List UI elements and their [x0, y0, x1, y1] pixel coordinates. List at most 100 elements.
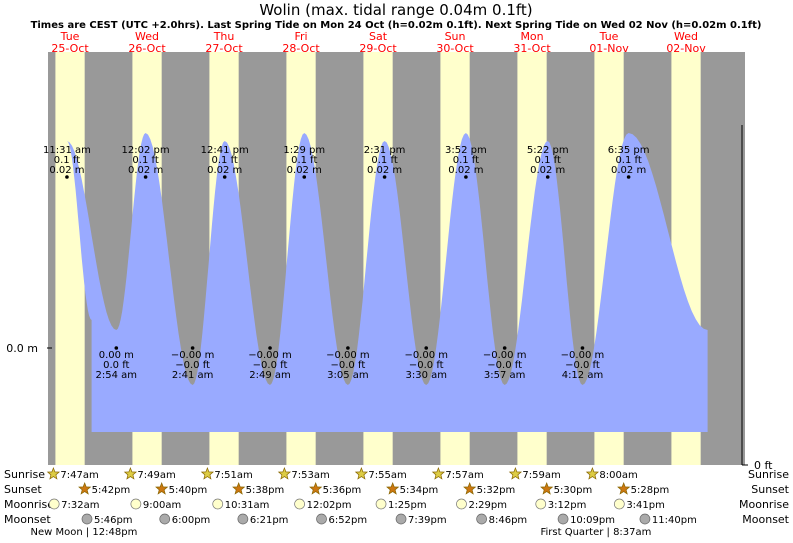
day-label-date: 29-Oct	[359, 42, 397, 55]
moonrise-icon	[212, 498, 224, 510]
daylight-band-25-Oct	[55, 52, 85, 465]
low-tide-ft: −0.0 ft	[253, 360, 288, 371]
high-tide-ft: 0.1 ft	[615, 155, 641, 166]
moonset-time: 6:52pm	[329, 515, 368, 526]
low-tide-m: −0.00 m	[483, 350, 527, 361]
low-tide-m: −0.00 m	[326, 350, 370, 361]
moonset-icon	[557, 513, 569, 525]
low-tide-ft: −0.0 ft	[565, 360, 600, 371]
moonrise-time: 2:29pm	[468, 500, 507, 511]
moonset-icon	[316, 513, 327, 525]
sunset-icon	[540, 482, 554, 495]
moonrise-time: 7:32am	[61, 500, 99, 511]
high-tide-time: 3:52 pm	[445, 145, 487, 156]
high-tide-time: 1:29 pm	[283, 145, 325, 156]
high-tide-time: 11:31 am	[43, 145, 91, 156]
sunset-time: 5:30pm	[554, 485, 593, 496]
sunrise-time: 8:00am	[599, 470, 637, 481]
day-label-dow: Sun	[445, 30, 466, 43]
low-tide-time: 3:30 am	[405, 370, 447, 381]
low-tide-point	[424, 346, 429, 350]
sunset-time: 5:36pm	[323, 485, 362, 496]
row-label-right-moonrise: Moonrise	[739, 498, 789, 511]
sunrise-icon	[431, 467, 446, 480]
row-label-left-sunset: Sunset	[4, 483, 42, 496]
high-tide-point	[626, 175, 631, 179]
moonrise-icon	[535, 498, 547, 510]
moonrise-time: 12:02pm	[307, 500, 352, 511]
low-tide-ft: −0.0 ft	[331, 360, 366, 371]
moonrise-icon	[613, 498, 625, 510]
high-tide-point	[302, 175, 307, 179]
high-tide-time: 5:22 pm	[527, 145, 569, 156]
row-label-left-moonrise: Moonrise	[4, 498, 54, 511]
sunrise-time: 7:59am	[522, 470, 560, 481]
sunrise-time: 7:57am	[445, 470, 483, 481]
day-label-dow: Wed	[135, 30, 159, 43]
sunset-time: 5:38pm	[246, 485, 285, 496]
low-tide-ft: −0.0 ft	[409, 360, 444, 371]
high-tide-m: 0.02 m	[49, 165, 84, 176]
sunset-time: 5:34pm	[400, 485, 439, 496]
high-tide-ft: 0.1 ft	[453, 155, 479, 166]
high-tide-m: 0.02 m	[367, 165, 402, 176]
sunset-icon	[78, 482, 92, 495]
moonset-time: 7:39pm	[408, 515, 447, 526]
high-tide-ft: 0.1 ft	[371, 155, 397, 166]
moonrise-time: 10:31am	[225, 500, 270, 511]
day-label-date: 01-Nov	[589, 42, 629, 55]
moonset-icon	[476, 513, 487, 525]
moonrise-time: 3:12pm	[548, 500, 587, 511]
sunset-icon	[463, 482, 477, 495]
day-label-date: 30-Oct	[436, 42, 474, 55]
high-tide-point	[222, 175, 227, 179]
high-tide-m: 0.02 m	[128, 165, 163, 176]
high-tide-time: 6:35 pm	[608, 145, 650, 156]
day-label-date: 26-Oct	[128, 42, 166, 55]
moonset-time: 6:21pm	[250, 515, 289, 526]
moon-phase-label: First Quarter | 8:37am	[540, 527, 651, 538]
moonrise-icon	[48, 498, 60, 510]
moonset-icon	[159, 513, 171, 525]
high-tide-ft: 0.1 ft	[212, 155, 238, 166]
day-label-dow: Sat	[369, 30, 388, 43]
low-tide-time: 2:54 am	[96, 370, 138, 381]
day-label-date: 31-Oct	[513, 42, 551, 55]
low-tide-time: 4:12 am	[562, 370, 604, 381]
high-tide-point	[65, 175, 69, 179]
sunset-time: 5:28pm	[631, 485, 670, 496]
sunset-icon	[232, 482, 246, 495]
sunrise-icon	[46, 467, 61, 480]
high-tide-point	[382, 175, 387, 179]
moonrise-icon	[456, 498, 467, 510]
row-label-right-sunrise: Sunrise	[748, 468, 789, 481]
high-tide-point	[464, 175, 468, 179]
moonrise-icon	[294, 498, 305, 510]
tide-area	[66, 133, 708, 432]
y-axis-label-right: 0 ft	[754, 459, 773, 472]
moonrise-time: 1:25pm	[388, 500, 427, 511]
row-label-right-sunset: Sunset	[751, 483, 789, 496]
low-tide-ft: 0.0 ft	[103, 360, 129, 371]
high-tide-ft: 0.1 ft	[291, 155, 317, 166]
sunset-time: 5:32pm	[477, 485, 516, 496]
high-tide-m: 0.02 m	[611, 165, 646, 176]
sunset-icon	[155, 482, 169, 495]
sunrise-time: 7:55am	[368, 470, 406, 481]
high-tide-ft: 0.1 ft	[132, 155, 158, 166]
low-tide-time: 3:57 am	[484, 370, 526, 381]
high-tide-time: 2:31 pm	[364, 145, 406, 156]
low-tide-point	[268, 346, 272, 350]
sunrise-time: 7:53am	[291, 470, 329, 481]
sunset-icon	[309, 482, 323, 495]
moonset-time: 11:40pm	[652, 515, 697, 526]
moonset-icon	[639, 513, 651, 525]
day-label-dow: Thu	[213, 30, 235, 43]
moonset-time: 5:46pm	[94, 515, 133, 526]
sunset-time: 5:42pm	[92, 485, 131, 496]
low-tide-point	[502, 346, 507, 350]
low-tide-time: 2:49 am	[249, 370, 291, 381]
high-tide-time: 12:41 pm	[201, 145, 249, 156]
high-tide-m: 0.02 m	[207, 165, 242, 176]
